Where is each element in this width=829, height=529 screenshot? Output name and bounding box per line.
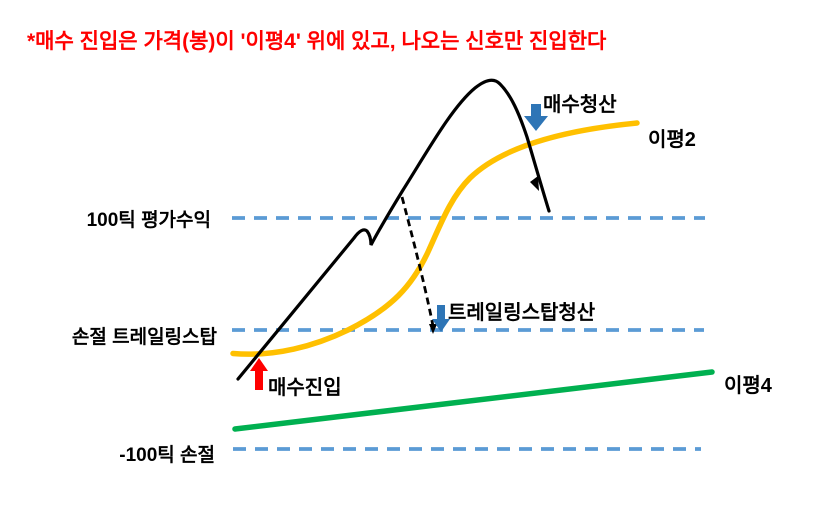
diagram-title: *매수 진입은 가격(봉)이 '이평4' 위에 있고, 나오는 신호만 진입한다 (27, 30, 607, 53)
trailing-stop-exit-down-arrow-icon (432, 305, 450, 332)
label-profit-100-tick: 100틱 평가수익 (87, 209, 211, 231)
label-ma4: 이평4 (724, 374, 773, 397)
trailing-stop-track-arrowhead-icon (429, 324, 437, 334)
ma4-line (232, 369, 715, 432)
label-trailing-stop-exit: 트레일링스탑청산 (448, 301, 596, 324)
ma2-curve (230, 120, 640, 357)
buy-entry-up-arrow-icon (250, 358, 268, 390)
label-buy-entry: 매수진입 (268, 376, 342, 399)
label-ma2: 이평2 (648, 128, 696, 151)
label-buy-exit: 매수청산 (543, 93, 617, 116)
price-fall-barb-icon (530, 176, 539, 191)
label-stoploss-trailing-stop: 손절 트레일링스탑 (72, 326, 218, 348)
buy-exit-down-arrow-icon (524, 104, 548, 131)
label-loss-100-tick: -100틱 손절 (119, 444, 215, 466)
price-curve (236, 78, 551, 381)
trailing-stop-track-dashed-line (400, 196, 435, 327)
